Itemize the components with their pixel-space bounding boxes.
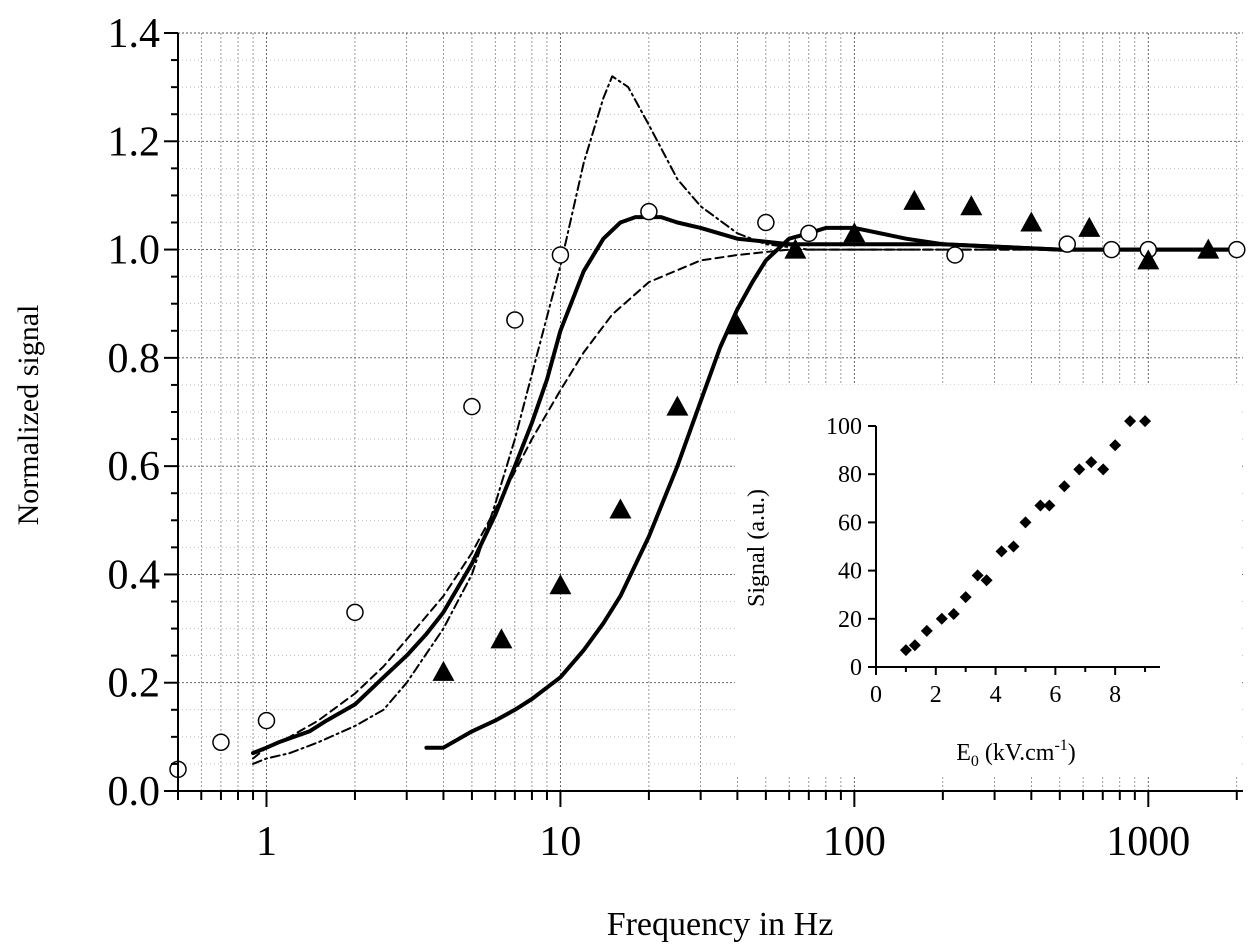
circle-point [346,603,364,622]
circle-point [946,246,964,264]
diamond-point [1085,456,1098,469]
diamond-point [980,574,993,587]
triangle-point [960,195,983,216]
inset-x-tick-label: 0 [870,682,882,708]
inset-y-tick-label: 80 [838,462,862,488]
diamond-point [947,607,960,620]
main-grid [177,32,1243,792]
diamond-point [1109,439,1122,452]
triangle-point [1078,216,1101,237]
circle-point [212,733,230,752]
triangle-point [432,660,455,681]
triangle-point [490,628,513,649]
triangle-point [726,314,749,335]
circle-point [257,711,276,730]
inset-x-tick-label: 8 [1109,682,1121,708]
y-tick-label: 0.8 [108,336,161,382]
triangle-point [1137,249,1160,270]
y-tick-label: 0.0 [108,769,161,815]
inset-y-tick-label: 0 [850,655,862,681]
circle-point [506,311,524,329]
circle-point [1058,235,1076,253]
circle-point [640,202,658,221]
y-tick-label: 0.2 [108,661,161,707]
inset-x-tick-label: 6 [1049,682,1061,708]
circle-point [1102,240,1121,259]
diamond-point [959,591,972,604]
triangle-point [666,395,689,416]
main-x-axis-title: Frequency in Hz [607,906,834,943]
triangle-point [1197,238,1220,259]
triangle-point [903,189,926,210]
inset-x-title-sub: 0 [971,753,979,770]
circle-point [757,213,775,232]
diamond-point [1058,480,1071,493]
triangle-point [784,238,807,259]
y-tick-label: 1.4 [108,11,161,57]
inset-y-tick-label: 40 [838,559,862,585]
series-line-3 [424,225,1239,750]
diamond-point [935,612,948,625]
x-tick-label: 100 [823,819,886,865]
inset-x-axis-title: E0 (kV.cm-1) [956,737,1076,770]
diamond-point [1034,499,1047,512]
y-tick-label: 1.0 [108,228,161,274]
inset-y-tick-label: 60 [838,510,862,536]
circle-point [800,224,818,243]
series-line-4 [252,248,1238,760]
main-series [169,75,1246,779]
y-tick-label: 0.6 [108,444,161,490]
inset-series [899,415,1152,657]
inset-x-title-main: E [956,740,971,766]
triangle-point [1020,211,1043,232]
x-tick-label: 1 [256,819,277,865]
y-tick-label: 1.2 [108,119,161,165]
inset-x-title-end: ) [1068,740,1076,766]
diamond-point [908,639,921,652]
diamond-point [1124,415,1137,428]
diamond-point [995,545,1008,558]
diamond-point [1007,540,1020,553]
inset-x-tick-label: 2 [930,682,942,708]
series-line-2 [251,215,1239,756]
diamond-point [1043,499,1056,512]
inset-x-title-rest: (kV.cm [979,740,1055,766]
circle-point [463,397,481,416]
inset-y-tick-label: 20 [838,607,862,633]
circle-point [1228,240,1246,259]
x-tick-label: 1000 [1106,819,1190,865]
inset-x-tick-label: 4 [990,682,1002,708]
inset-x-title-sup: -1 [1054,737,1067,754]
x-tick-label: 10 [539,819,581,865]
inset-y-axis-title: Signal (a.u.) [744,489,770,607]
circle-point [551,246,570,264]
main-axes [164,32,1243,807]
inset-y-tick-label: 100 [826,414,862,440]
inset-axes [868,425,1160,675]
y-tick-label: 0.4 [108,552,161,598]
diamond-point [920,624,933,637]
triangle-point [549,574,572,595]
diamond-point [1139,415,1152,428]
diamond-point [1019,516,1032,529]
diamond-point [899,644,912,657]
series-line-5 [252,75,1238,765]
triangle-point [843,222,866,243]
diamond-point [1097,463,1110,476]
diamond-point [971,569,984,582]
main-y-axis-title: Normalized signal [12,305,45,526]
triangle-point [609,498,632,519]
diamond-point [1073,463,1086,476]
